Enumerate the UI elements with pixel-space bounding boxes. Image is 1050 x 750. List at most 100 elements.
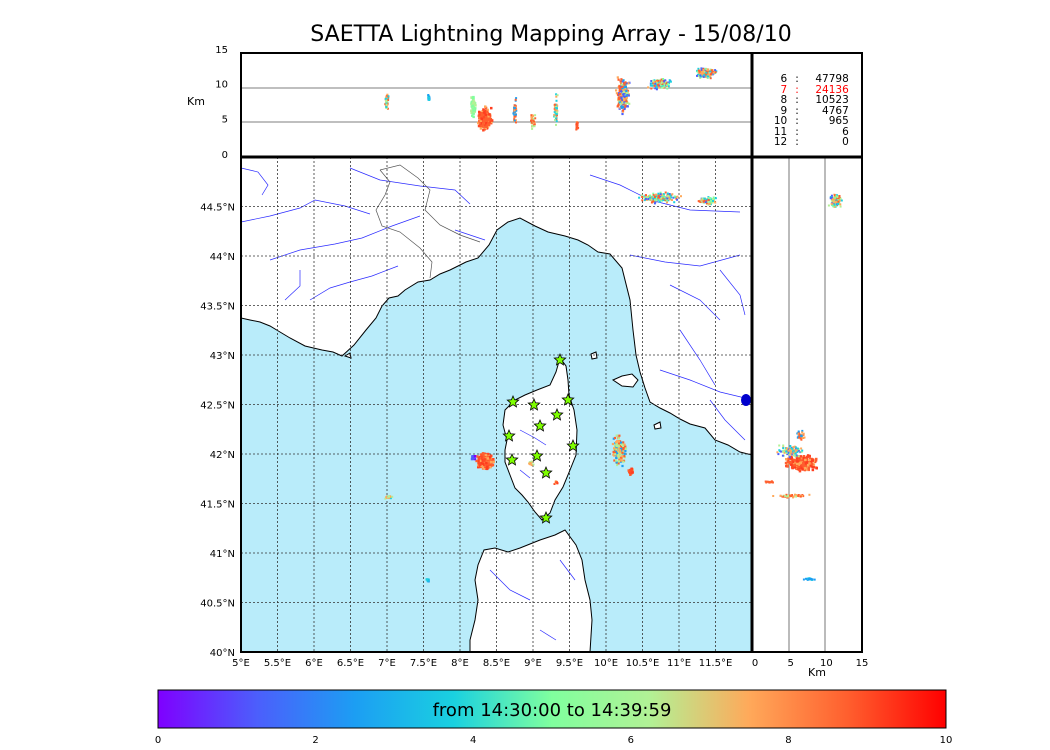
lightning-source-mark	[834, 194, 836, 197]
lightning-source-mark	[555, 120, 558, 123]
lightning-source-mark	[484, 123, 487, 126]
station-count-row: 9: 4767	[756, 105, 860, 117]
lightning-source-mark	[627, 469, 630, 472]
station-count-cell: 10523	[815, 94, 849, 106]
lightning-source-mark	[653, 84, 656, 87]
lightning-source-mark	[654, 201, 657, 204]
lightning-source-mark	[427, 94, 430, 96]
lightning-source-mark	[621, 96, 624, 100]
lightning-source-mark	[623, 107, 626, 111]
lightning-source-mark	[617, 460, 621, 463]
lightning-source-mark	[617, 454, 620, 457]
lightning-source-mark	[615, 92, 618, 95]
lightning-source-mark	[623, 106, 626, 109]
lightning-source-mark	[814, 459, 818, 462]
lightning-source-mark	[479, 127, 483, 130]
lightning-source-mark	[619, 447, 622, 450]
lightning-source-mark	[616, 76, 619, 79]
side-tick-label: 5	[787, 658, 793, 669]
lightning-source-mark	[657, 192, 660, 195]
lightning-source-mark	[837, 200, 840, 203]
lightning-source-mark	[799, 495, 802, 498]
station-count-cell: 12	[773, 136, 788, 148]
lightning-source-mark	[623, 83, 626, 86]
lightning-source-mark	[711, 73, 714, 76]
lightning-source-mark	[472, 109, 475, 112]
lightning-source-mark	[575, 125, 578, 127]
lightning-source-mark	[660, 79, 663, 82]
lightning-source-mark	[840, 199, 843, 202]
lightning-source-mark	[618, 85, 621, 88]
station-star-icon	[553, 352, 567, 366]
lightning-source-mark	[839, 197, 842, 200]
lightning-source-mark	[798, 462, 801, 465]
lightning-source-mark	[778, 444, 781, 447]
lightning-source-mark	[619, 80, 622, 83]
lightning-source-mark	[709, 68, 712, 71]
lightning-source-mark	[802, 432, 805, 435]
lightning-source-mark	[618, 98, 621, 101]
lightning-source-mark	[622, 94, 625, 97]
lightning-source-mark	[653, 79, 656, 82]
lightning-source-mark	[476, 455, 479, 458]
lightning-source-mark	[622, 92, 625, 95]
lightning-source-mark	[485, 461, 488, 465]
lightning-source-mark	[485, 110, 489, 114]
lightning-source-mark	[531, 127, 534, 130]
lightning-source-mark	[653, 81, 656, 84]
lightning-source-mark	[655, 194, 658, 197]
lightning-source-mark	[612, 437, 615, 440]
station-star-icon	[530, 448, 544, 462]
lightning-source-mark	[626, 101, 629, 104]
lightning-source-mark	[484, 105, 487, 108]
lightning-source-mark	[797, 494, 800, 497]
lightning-source-mark	[480, 462, 484, 465]
longitude-tick-labels: 5°E 5.5°E 6°E 6.5°E 7°E 7.5°E 8°E 8.5°E 9°E 9.5°E…	[232, 658, 732, 669]
lightning-source-mark	[802, 457, 805, 460]
lightning-source-mark	[477, 456, 480, 460]
lightning-source-mark	[482, 116, 486, 119]
lightning-source-mark	[482, 129, 485, 132]
side-tick-label: 15	[856, 658, 869, 669]
lightning-source-mark	[491, 463, 494, 467]
lightning-source-mark	[800, 447, 803, 450]
lightning-source-mark	[530, 116, 533, 119]
lightning-source-mark	[655, 197, 657, 200]
lightning-source-mark	[575, 123, 578, 126]
lightning-source-mark	[789, 448, 791, 451]
lightning-source-mark	[656, 80, 658, 83]
lightning-source-mark	[658, 200, 661, 203]
lightning-source-mark	[839, 205, 842, 208]
lightning-source-mark	[642, 195, 645, 198]
lightning-source-mark	[622, 448, 625, 451]
lightning-source-mark	[652, 200, 654, 203]
lightning-source-mark	[791, 458, 794, 461]
lightning-source-mark	[483, 128, 486, 131]
lightning-source-mark	[698, 75, 701, 78]
lightning-source-mark	[704, 73, 707, 76]
lightning-source-mark	[625, 94, 628, 97]
lightning-source-mark	[810, 578, 813, 581]
lon-tick-label: 11°E	[667, 658, 691, 669]
station-star-icon	[561, 392, 575, 406]
lightning-source-mark	[624, 88, 627, 91]
lightning-source-mark	[707, 70, 710, 73]
lightning-source-mark	[704, 68, 707, 71]
lightning-source-mark	[482, 118, 485, 122]
lightning-source-mark	[783, 451, 786, 454]
lightning-source-mark	[668, 198, 671, 201]
lightning-source-mark	[622, 86, 625, 89]
lightning-source-mark	[556, 482, 559, 485]
lightning-source-mark	[664, 80, 667, 83]
lightning-source-mark	[795, 495, 798, 498]
lightning-source-mark	[699, 76, 702, 79]
lightning-source-mark	[798, 458, 802, 461]
lightning-source-mark	[615, 89, 618, 92]
lightning-source-mark	[661, 197, 664, 200]
lightning-source-mark	[707, 196, 710, 199]
lightning-source-mark	[790, 456, 794, 460]
lightning-source-mark	[485, 465, 489, 468]
lightning-source-mark	[800, 438, 803, 441]
lightning-source-mark	[839, 203, 842, 206]
lightning-source-mark	[530, 464, 533, 467]
